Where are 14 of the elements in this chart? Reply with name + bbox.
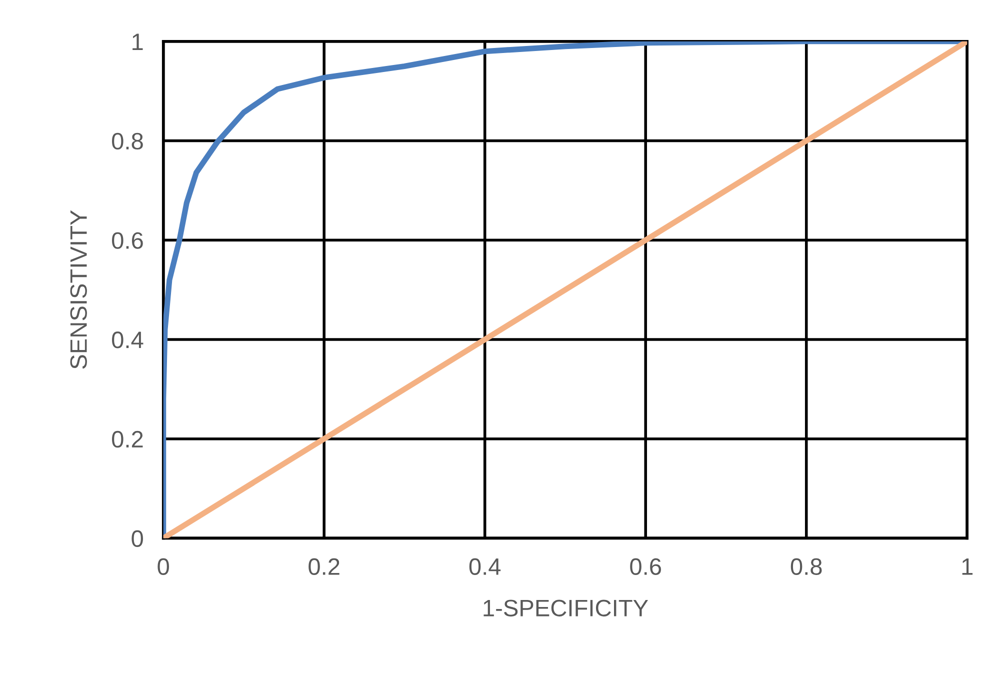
x-tick-label: 0 [158, 558, 169, 575]
y-tick-label: 1 [132, 34, 143, 50]
x-tick-label: 0.2 [308, 558, 340, 575]
y-tick-label: 0.4 [112, 332, 144, 348]
y-tick-label: 0.2 [112, 430, 143, 448]
x-tick-label: 0.6 [630, 558, 661, 575]
y-tick-label: 0 [132, 530, 143, 547]
y-tick-label: 0.8 [112, 132, 143, 150]
x-tick-label: 0.8 [790, 558, 822, 575]
y-axis-title: SENSISTIVITY [70, 210, 87, 369]
x-tick-label: 1 [962, 558, 973, 575]
x-tick-label: 0.4 [469, 558, 501, 575]
y-tick-label: 0.6 [112, 232, 143, 249]
x-axis-title: 1-SPECIFICITY [484, 600, 648, 616]
